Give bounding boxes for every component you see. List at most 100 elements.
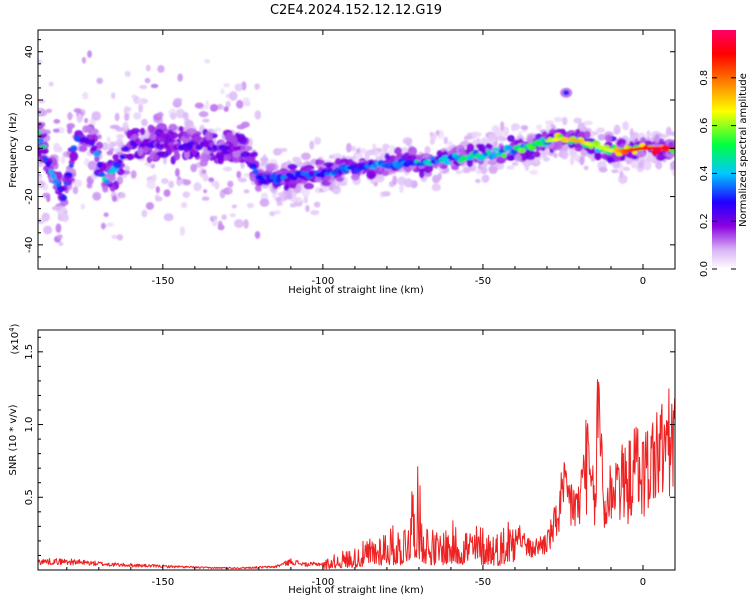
spectrogram-cell — [50, 173, 57, 179]
spectrogram-cell — [533, 151, 541, 158]
spectrogram-cell — [81, 56, 87, 64]
spectrogram-cell — [371, 143, 377, 149]
spectrogram-cell — [335, 157, 342, 165]
spectrogram-cell — [209, 104, 219, 112]
spectrogram-cell — [364, 151, 370, 161]
x-tick-label: -150 — [151, 276, 174, 287]
spectrogram-cell — [243, 189, 250, 194]
spectrogram-frame — [37, 29, 676, 270]
spectrogram-cell — [605, 134, 613, 143]
spectrogram-cell — [153, 154, 159, 161]
spectrogram-cell — [289, 202, 297, 208]
spectrogram-cell — [125, 106, 132, 112]
spectrogram-cell — [116, 159, 124, 164]
spectrogram-cell — [594, 152, 602, 161]
spectrogram-cell — [532, 159, 539, 164]
spectrogram-cell — [476, 169, 482, 175]
spectrogram-cell — [155, 186, 160, 194]
spectrogram-cell — [314, 176, 322, 183]
y-tick-label: 1.5 — [24, 344, 35, 360]
spectrogram-cell — [301, 187, 311, 198]
spectrogram-cell — [573, 117, 583, 124]
spectrogram-cell — [169, 131, 179, 140]
colorbar-tick-label: 0.0 — [699, 261, 710, 277]
spectrogram-cell — [629, 128, 634, 138]
spectrogram-cell — [635, 150, 646, 158]
spectrogram-cell — [583, 165, 589, 171]
spectrogram-cell — [203, 140, 211, 148]
spectrogram-cell — [202, 189, 208, 194]
spectrogram-cell — [95, 141, 104, 150]
spectrogram-cell — [163, 213, 174, 222]
spectrogram-cell — [109, 124, 120, 130]
spectrogram-cell — [234, 83, 243, 92]
spectrogram-cell — [182, 191, 191, 198]
spectrogram-cell — [45, 108, 53, 113]
spectrogram-cell — [190, 163, 198, 173]
spectrogram-cell — [39, 128, 47, 135]
spectrogram-cell — [336, 176, 344, 182]
spectrogram-cell — [630, 160, 639, 169]
spectrogram-cell — [215, 127, 222, 132]
spectrogram-cell — [60, 155, 66, 165]
spectrogram-cell — [403, 178, 413, 188]
snr-y-axis: 0.5 1.0 1.5 — [24, 336, 675, 556]
spectrogram-cell — [159, 132, 167, 139]
spectrogram-cell — [131, 94, 137, 100]
spectrogram-cell — [116, 133, 125, 139]
spectrogram-cell — [640, 136, 647, 145]
spectrogram-cell — [45, 161, 51, 168]
x-tick-label: -50 — [475, 577, 491, 588]
spectrogram-cell — [193, 182, 202, 192]
spectrogram-cell — [535, 124, 542, 131]
spectrogram-cell — [310, 209, 320, 216]
spectrogram-cell — [137, 147, 144, 157]
spectrogram-cell — [133, 112, 142, 120]
spectrogram-cell — [139, 85, 148, 90]
spectrogram-cell — [168, 180, 174, 189]
spectrogram-cell — [201, 196, 210, 201]
spectrogram-cell — [147, 124, 155, 133]
spectrogram-cell — [269, 173, 278, 180]
snr-frame — [37, 329, 676, 571]
colorbar-tick-label: 0.8 — [699, 70, 710, 86]
spectrogram-cell — [309, 140, 315, 150]
spectrogram-cell — [464, 135, 474, 140]
spectrogram-cell — [130, 170, 137, 179]
spectrogram-cell — [198, 111, 209, 118]
spectrogram-cell — [479, 166, 488, 175]
spectrogram-cell — [583, 120, 593, 126]
spectrogram-cell — [70, 145, 78, 152]
x-tick-label: 0 — [640, 276, 646, 287]
spectrogram-cell — [42, 156, 49, 162]
spectrogram-cell — [72, 186, 79, 195]
snr-x-axis: -150 -100 -50 0 — [66, 330, 676, 588]
spectrogram-cell — [194, 102, 204, 109]
spectrogram-cell — [177, 73, 183, 82]
spectrogram-cell — [243, 219, 249, 229]
spectrogram-cell — [106, 222, 115, 227]
spectrogram-cell — [240, 161, 245, 169]
spectrogram-cell — [46, 195, 51, 203]
spectrogram-cell — [542, 156, 550, 162]
spectrogram-cell — [208, 177, 215, 183]
spectrogram-cell — [600, 153, 609, 160]
spectrogram-cell — [48, 169, 54, 175]
spectrogram-cell — [488, 164, 498, 174]
spectrogram-cell — [598, 166, 608, 173]
spectrogram-cell — [402, 137, 413, 145]
spectrogram-cell — [524, 162, 530, 171]
spectrogram-cell — [202, 118, 210, 123]
spectrogram-cell — [431, 183, 441, 192]
spectrogram-cell — [236, 133, 246, 142]
spectrogram-cell — [251, 151, 258, 158]
spectrogram-cell — [501, 152, 507, 158]
spectrogram-cell — [116, 234, 124, 241]
spectrogram-cell — [84, 117, 89, 124]
spectrogram-cell — [666, 128, 672, 134]
spectrogram-cell — [53, 142, 61, 153]
spectrogram-cell — [382, 143, 390, 150]
spectrogram-cell — [182, 111, 189, 120]
spectrogram-cell — [511, 125, 517, 132]
spectrogram-cell — [529, 169, 539, 175]
